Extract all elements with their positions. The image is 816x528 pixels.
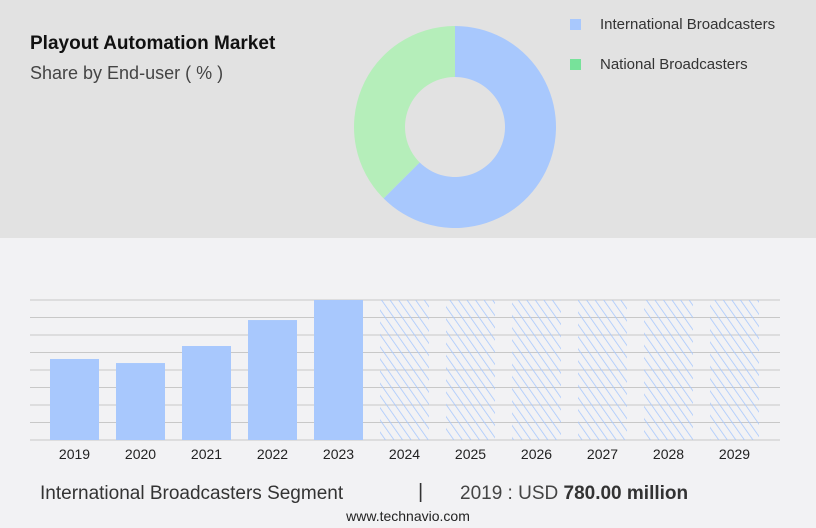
page-title: Playout Automation Market xyxy=(30,33,276,54)
value-amount: 780.00 million xyxy=(563,483,689,504)
x-tick-label: 2026 xyxy=(521,446,552,462)
segment-value: 2019 : USD 780.00 million xyxy=(460,483,688,505)
website: www.technavio.com xyxy=(346,508,470,524)
x-tick-label: 2025 xyxy=(455,446,486,462)
legend-swatch xyxy=(570,59,581,70)
bar-forecast-2024 xyxy=(380,300,429,440)
donut-slice-1 xyxy=(353,26,455,199)
x-tick-label: 2027 xyxy=(587,446,618,462)
bar-forecast-2029 xyxy=(710,300,759,440)
x-tick-label: 2020 xyxy=(125,446,156,462)
bar-2019 xyxy=(50,358,99,440)
bar-2020 xyxy=(116,363,165,440)
bar-forecast-2027 xyxy=(578,300,627,440)
separator: | xyxy=(418,481,424,503)
x-axis-labels: 2019 2020 2021 2022 2023 2024 2025 2026 2027 2028… xyxy=(59,446,750,462)
bar-2021 xyxy=(182,346,231,440)
donut-chart xyxy=(353,26,556,228)
bar-series xyxy=(50,300,759,440)
x-tick-label: 2024 xyxy=(389,446,420,462)
legend-item-national: National Broadcasters xyxy=(570,57,810,89)
segment-label: International Broadcasters Segment xyxy=(40,483,344,504)
legend-label: International Broadcasters xyxy=(600,16,776,33)
x-tick-label: 2029 xyxy=(719,446,750,462)
x-tick-label: 2022 xyxy=(257,446,288,462)
x-tick-label: 2019 xyxy=(59,446,90,462)
bar-forecast-2028 xyxy=(644,300,693,440)
page-subtitle: Share by End-user ( % ) xyxy=(30,63,224,83)
donut-slice-0 xyxy=(383,26,556,228)
legend-item-international: International Broadcasters xyxy=(570,17,810,49)
bar-2023 xyxy=(314,300,363,440)
x-tick-label: 2023 xyxy=(323,446,354,462)
bar-forecast-2025 xyxy=(446,300,495,440)
value-prefix: 2019 : USD xyxy=(460,483,564,504)
x-tick-label: 2021 xyxy=(191,446,222,462)
bar-forecast-2026 xyxy=(512,300,561,440)
x-tick-label: 2028 xyxy=(653,446,684,462)
bar-2022 xyxy=(248,320,297,440)
legend-swatch xyxy=(570,19,581,30)
legend-label: National Broadcasters xyxy=(600,56,748,73)
